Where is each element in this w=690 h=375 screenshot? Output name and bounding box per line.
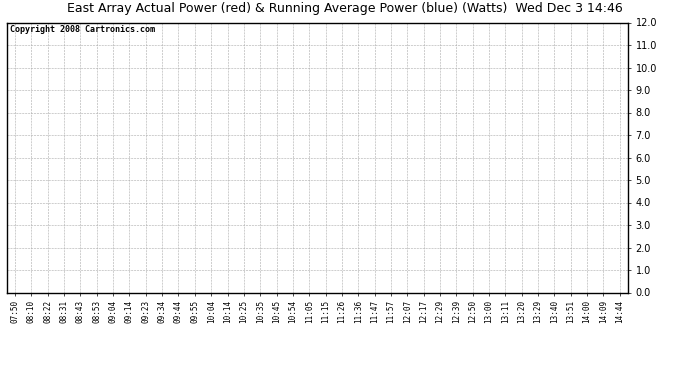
Text: Copyright 2008 Cartronics.com: Copyright 2008 Cartronics.com (10, 25, 155, 34)
Text: East Array Actual Power (red) & Running Average Power (blue) (Watts)  Wed Dec 3 : East Array Actual Power (red) & Running … (67, 2, 623, 15)
